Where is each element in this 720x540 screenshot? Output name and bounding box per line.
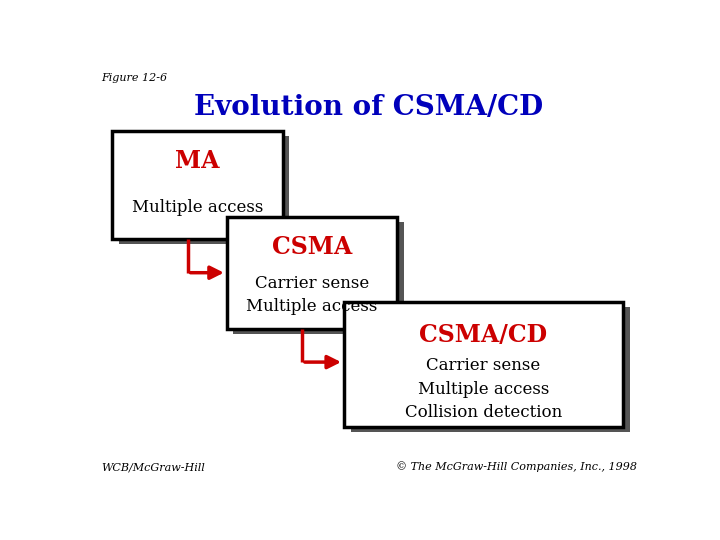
Text: CSMA: CSMA	[271, 235, 352, 259]
Bar	[112, 131, 282, 239]
Text: MA: MA	[175, 148, 220, 172]
Text: Carrier sense
Multiple access
Collision detection: Carrier sense Multiple access Collision …	[405, 357, 562, 421]
Text: Carrier sense
Multiple access: Carrier sense Multiple access	[246, 275, 377, 315]
Text: © The McGraw-Hill Companies, Inc., 1998: © The McGraw-Hill Companies, Inc., 1998	[396, 462, 637, 472]
Text: Multiple access: Multiple access	[132, 199, 263, 215]
Bar	[233, 221, 404, 334]
Text: Evolution of CSMA/CD: Evolution of CSMA/CD	[194, 94, 544, 121]
Text: WCB/McGraw-Hill: WCB/McGraw-Hill	[101, 462, 205, 472]
Text: CSMA/CD: CSMA/CD	[419, 323, 547, 347]
Bar	[351, 307, 629, 431]
Bar	[344, 302, 623, 427]
Bar	[119, 136, 289, 245]
Bar	[227, 217, 397, 329]
Text: Figure 12-6: Figure 12-6	[101, 73, 167, 83]
